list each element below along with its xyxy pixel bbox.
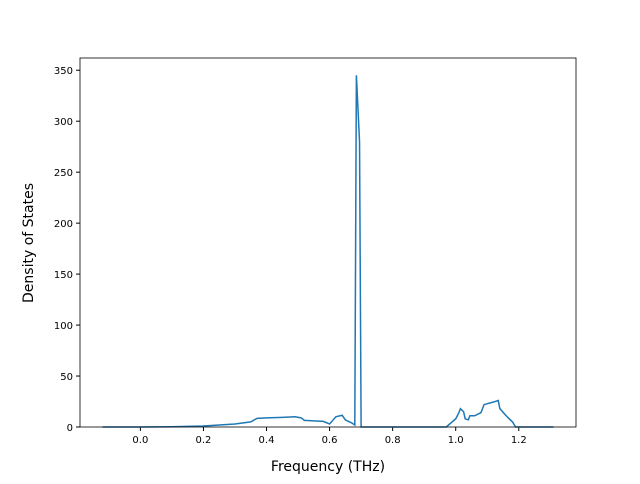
x-tick-label: 0.6 xyxy=(322,435,338,446)
y-tick-label: 250 xyxy=(54,168,73,179)
y-tick-label: 200 xyxy=(54,219,73,230)
x-tick-label: 1.2 xyxy=(511,435,527,446)
y-tick-label: 150 xyxy=(54,270,73,281)
x-tick-label: 0.8 xyxy=(385,435,401,446)
y-axis-label: Density of States xyxy=(21,183,37,303)
plot-frame xyxy=(79,57,577,428)
x-tick-label: 0.2 xyxy=(195,435,211,446)
y-tick-label: 100 xyxy=(54,321,73,332)
y-tick-label: 50 xyxy=(60,372,73,383)
y-tick-label: 350 xyxy=(54,66,73,77)
line xyxy=(102,75,554,428)
y-tick-label: 0 xyxy=(67,423,73,434)
x-tick-label: 0.4 xyxy=(259,435,275,446)
x-tick-label: 1.0 xyxy=(448,435,464,446)
x-axis-label: Frequency (THz) xyxy=(271,459,385,475)
y-tick-label: 300 xyxy=(54,117,73,128)
x-tick-label: 0.0 xyxy=(132,435,148,446)
